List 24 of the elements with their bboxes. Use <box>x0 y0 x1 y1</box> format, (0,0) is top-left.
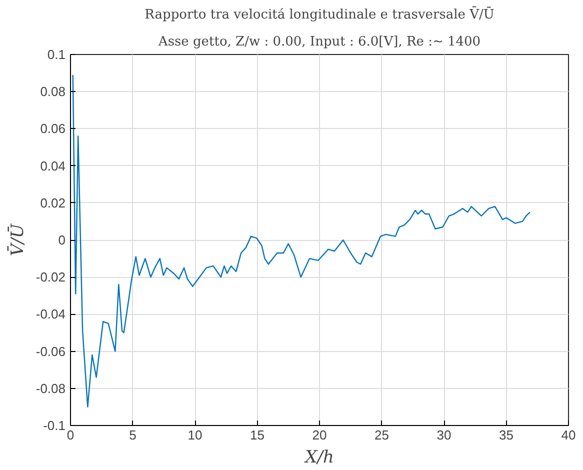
y-tick-label: 0.1 <box>47 47 66 62</box>
x-tick-label: 15 <box>250 428 264 442</box>
y-tick-label: -0.04 <box>36 306 66 322</box>
y-axis-title: V̄/Ū <box>6 223 28 256</box>
y-tick-label: -0.1 <box>43 418 66 433</box>
y-tick-label: 0.08 <box>40 84 66 100</box>
line-series <box>72 74 531 408</box>
x-tick-label: 40 <box>561 428 576 442</box>
chart-title: Rapporto tra velocitá longitudinale e trasversale V̄/Ū <box>144 6 494 22</box>
x-tick-label: 25 <box>374 428 389 442</box>
y-tick-label: -0.06 <box>36 344 66 359</box>
y-tick-label: 0.06 <box>40 121 66 136</box>
x-tick-label: 30 <box>436 428 452 442</box>
x-tick-label: 10 <box>188 428 202 442</box>
chart-subtitle: Asse getto, Z/w : 0.00, Input : 6.0[V], Re :∼ 1400 <box>157 34 481 50</box>
x-axis-title: X/h <box>303 448 334 468</box>
y-tick-label: 0.02 <box>40 195 66 210</box>
y-tick-label: 0 <box>58 232 66 248</box>
x-tick-label: 5 <box>129 428 136 442</box>
y-tick-label: 0.04 <box>40 158 66 174</box>
x-tick-label: 35 <box>499 428 514 442</box>
y-tick-label: -0.02 <box>36 270 66 285</box>
x-tick-label: 20 <box>312 428 327 442</box>
y-tick-label: -0.08 <box>36 380 66 396</box>
